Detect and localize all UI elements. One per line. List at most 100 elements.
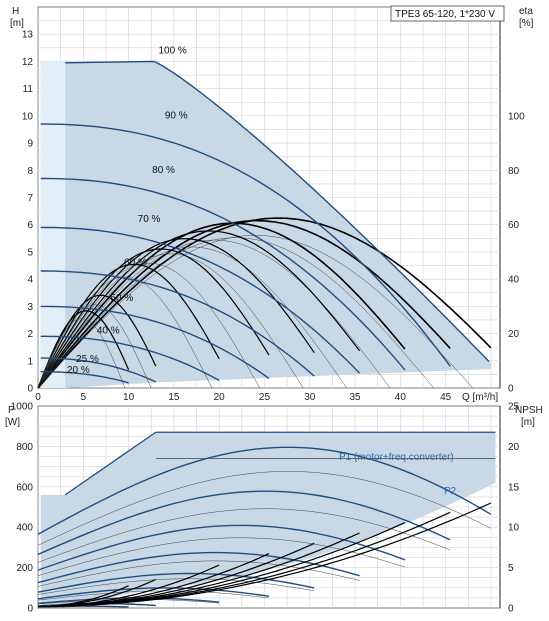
y-tick-label: 600 <box>16 482 33 493</box>
power-tick-labels: 0 200 400 600 800 1000 0 5 10 15 20 25 <box>11 402 520 615</box>
y-tick-label: 7 <box>27 193 33 204</box>
p2-curve <box>37 590 270 601</box>
y-axis-unit-h: [m] <box>10 18 24 29</box>
speed-curve <box>40 123 451 367</box>
speed-curve <box>40 371 129 384</box>
y-axis-unit-p: [W] <box>5 417 20 428</box>
y-tick-label: 6 <box>27 220 33 231</box>
npsh-curve <box>38 564 220 607</box>
x-tick-label: 5 <box>81 392 87 403</box>
legend-p1: P1 (motor+freq.converter) <box>339 452 454 463</box>
p2-curve <box>37 471 492 546</box>
p2-curve <box>38 606 129 608</box>
efficiency-thin-curve <box>37 262 261 389</box>
y2-tick-label: 0 <box>508 604 514 615</box>
speed-curve-label: 40 % <box>97 326 120 337</box>
x-tick-label: 40 <box>395 392 407 403</box>
speed-curve-label: 100 % <box>158 45 186 56</box>
speed-curve <box>40 357 157 383</box>
y-tick-label: 9 <box>27 139 33 150</box>
title-box: TPE3 65-120, 1*230 V <box>390 5 505 22</box>
y2-tick-label: 10 <box>508 523 520 534</box>
x-tick-label: 0 <box>35 392 41 403</box>
y-tick-label: 10 <box>22 111 34 122</box>
efficiency-thin-curve <box>37 239 391 389</box>
operating-area <box>40 61 491 389</box>
y2-tick-label: 20 <box>508 442 520 453</box>
x-tick-label: 30 <box>304 392 316 403</box>
speed-curve <box>40 305 270 380</box>
legend-p2: P2 <box>444 486 457 497</box>
x-tick-label: 10 <box>123 392 135 403</box>
operating-area-fill <box>40 61 491 389</box>
x-tick-label: 25 <box>259 392 271 403</box>
efficiency-curve <box>37 222 406 389</box>
y-tick-label: 800 <box>16 442 33 453</box>
y-tick-label: 2 <box>27 329 33 340</box>
y2-axis-unit-eta: [%] <box>519 18 534 29</box>
y2-axis-label-npsh: NPSH <box>515 405 543 416</box>
speed-curve-labels: 100 % 90 % 80 % 70 % 60 % 50 % 40 % 25 %20 % <box>67 45 188 376</box>
speed-curve <box>40 226 361 374</box>
speed-curves <box>40 60 490 384</box>
efficiency-curve <box>37 217 492 389</box>
efficiency-thin-curve <box>37 237 434 389</box>
y2-axis-label-eta: eta <box>519 6 533 17</box>
y-axis-label-h: H <box>12 6 19 17</box>
y-tick-label: 3 <box>27 302 33 313</box>
npsh-curve <box>38 585 129 607</box>
power-chart-panel: 0 200 400 600 800 1000 0 5 10 15 20 25 <box>11 402 520 615</box>
y-tick-label: 4 <box>27 275 33 286</box>
x-tick-label: 15 <box>168 392 180 403</box>
speed-curve <box>40 177 406 371</box>
y-tick-label: 0 <box>27 384 33 395</box>
efficiency-thin-curve <box>37 276 213 389</box>
speed-curve-label: 25 % <box>76 354 99 365</box>
title-box-frame <box>390 5 505 22</box>
p1-curve <box>37 446 492 535</box>
p2-curve <box>37 537 405 577</box>
y2-tick-label: 20 <box>508 329 520 340</box>
efficiency-curve <box>37 238 315 389</box>
p1-curve <box>37 490 451 556</box>
efficiency-thin-curve <box>37 253 304 389</box>
y2-tick-label: 40 <box>508 275 520 286</box>
p2-curve <box>37 508 451 563</box>
y2-axis-unit-npsh: [m] <box>521 417 535 428</box>
y2-tick-label: 60 <box>508 220 520 231</box>
p1-rise <box>64 431 157 496</box>
operating-area-left-strip <box>40 61 66 389</box>
y-tick-label: 5 <box>27 247 33 258</box>
y-tick-label: 400 <box>16 523 33 534</box>
y2-tick-label: 80 <box>508 166 520 177</box>
head-tick-labels: 0 5 10 15 20 25 30 35 40 450123456789101112130204… <box>22 30 525 403</box>
speed-curve-label: 90 % <box>165 111 188 122</box>
y-tick-label: 13 <box>22 30 34 41</box>
y-tick-label: 12 <box>22 57 34 68</box>
y-tick-label: 1000 <box>11 402 34 413</box>
efficiency-curve <box>37 263 220 389</box>
y-tick-label: 8 <box>27 166 33 177</box>
efficiency-curve <box>37 219 451 389</box>
y2-tick-label: 25 <box>508 402 520 413</box>
speed-curve <box>65 60 490 363</box>
pump-title: TPE3 65-120, 1*230 V <box>395 9 495 20</box>
y-tick-label: 11 <box>23 84 34 95</box>
efficiency-curve <box>37 310 130 389</box>
y-tick-label: 200 <box>16 563 33 574</box>
y-tick-label: 1 <box>27 356 33 367</box>
speed-curve-label: 50 % <box>110 293 133 304</box>
y-axis-label-p: P <box>8 405 15 416</box>
npsh-curves <box>37 502 492 607</box>
y2-tick-label: 15 <box>508 482 520 493</box>
p2-curve <box>37 560 360 587</box>
speed-curve <box>40 335 220 382</box>
speed-curve-label: 60 % <box>124 258 147 269</box>
speed-curve-label: 20 % <box>67 365 90 376</box>
y2-tick-label: 5 <box>508 563 514 574</box>
efficiency-thin-curve <box>37 246 347 389</box>
speed-curve-label: 80 % <box>152 165 175 176</box>
y2-tick-label: 100 <box>508 111 525 122</box>
